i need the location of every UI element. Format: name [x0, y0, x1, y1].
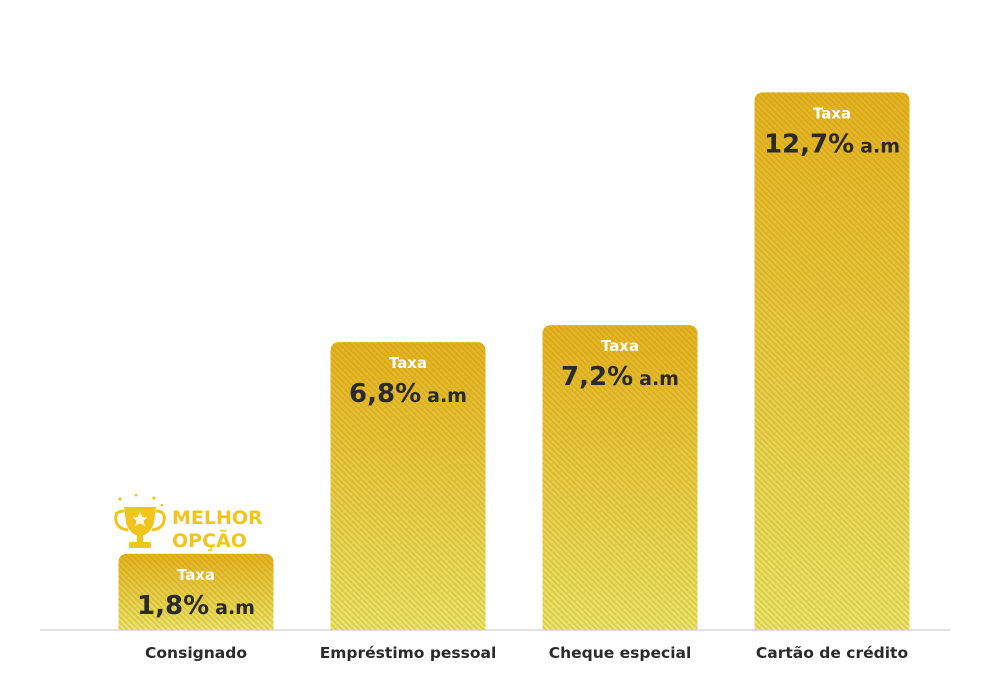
badge-line-1: MELHOR — [172, 507, 263, 529]
bars-layer: Taxa 1,8% a.m Consignado Taxa 6,8% a.m Emprésti… — [118, 92, 910, 662]
bar-rate-label: Taxa — [813, 104, 851, 122]
bar-value-unit: a.m — [215, 597, 255, 619]
bar-group: Taxa 7,2% a.m Cheque especial — [542, 325, 698, 662]
trophy-star — [132, 512, 148, 526]
bar-value-label: 7,2% a.m — [561, 362, 679, 392]
bar-rate-label: Taxa — [177, 566, 215, 584]
bar-texture — [330, 342, 486, 630]
badge-line-2: OPÇÃO — [172, 528, 247, 552]
bar-value-label: 6,8% a.m — [349, 379, 467, 409]
bar-texture — [542, 325, 698, 630]
bar-value-unit: a.m — [639, 368, 679, 390]
bar-group: Taxa 1,8% a.m Consignado — [118, 553, 274, 662]
bar-rate-label: Taxa — [389, 354, 427, 372]
bar-rate-label: Taxa — [601, 337, 639, 355]
sparkle-dot — [152, 496, 156, 500]
trophy-base — [129, 542, 151, 548]
bar-value-number: 7,2% — [561, 362, 633, 392]
trophy-handle-left — [114, 509, 129, 532]
sparkle-dot — [114, 511, 118, 515]
category-label: Cheque especial — [549, 644, 692, 662]
trophy-stem — [137, 535, 143, 543]
sparkle-dot — [134, 493, 138, 497]
trophy-handle-right — [151, 509, 166, 532]
category-label: Empréstimo pessoal — [320, 644, 497, 662]
category-label: Consignado — [145, 644, 247, 662]
bar-group: Taxa 6,8% a.m Empréstimo pessoal — [320, 342, 497, 662]
bar-texture — [118, 553, 274, 630]
sparkle-dot — [160, 503, 164, 507]
bar-value-number: 6,8% — [349, 379, 421, 409]
bar-value-unit: a.m — [427, 385, 467, 407]
bar-value-number: 12,7% — [764, 129, 854, 159]
bar-value-label: 1,8% a.m — [137, 591, 255, 621]
sparkle-dot — [118, 497, 122, 501]
bar-value-label: 12,7% a.m — [764, 129, 900, 159]
bar-value-unit: a.m — [860, 135, 900, 157]
bar-value-number: 1,8% — [137, 591, 209, 621]
trophy-icon — [114, 493, 166, 548]
category-label: Cartão de crédito — [756, 644, 908, 662]
bar-texture — [754, 92, 910, 631]
bar-group: Taxa 12,7% a.m Cartão de crédito — [754, 92, 910, 662]
